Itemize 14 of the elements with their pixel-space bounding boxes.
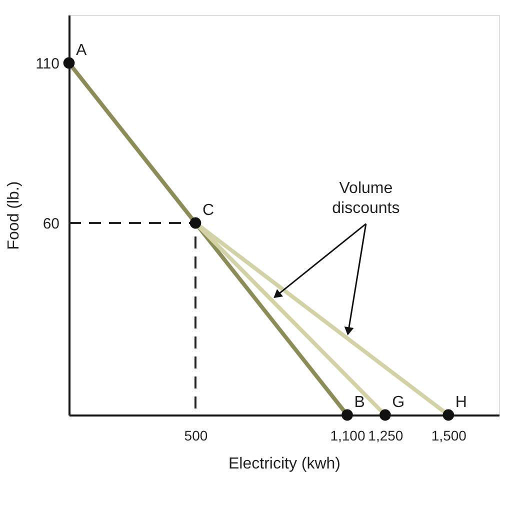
x-tick-label: 1,500 xyxy=(431,428,467,444)
annotation: H xyxy=(455,394,467,411)
y-tick-label: 110 xyxy=(36,56,60,72)
y-axis-title: Food (lb.) xyxy=(6,181,23,250)
y-tick-label: 60 xyxy=(42,216,60,232)
x-axis-title: Electricity (kwh) xyxy=(228,456,341,472)
annotation: Volume discounts xyxy=(332,180,400,217)
x-tick-label: 1,100 xyxy=(330,428,366,444)
annotation: G xyxy=(392,394,405,411)
x-tick-label: 1,250 xyxy=(368,428,404,444)
x-tick-label: 500 xyxy=(184,428,208,444)
annotation: A xyxy=(76,42,87,59)
annotation: B xyxy=(354,394,365,411)
annotation: C xyxy=(202,202,214,219)
